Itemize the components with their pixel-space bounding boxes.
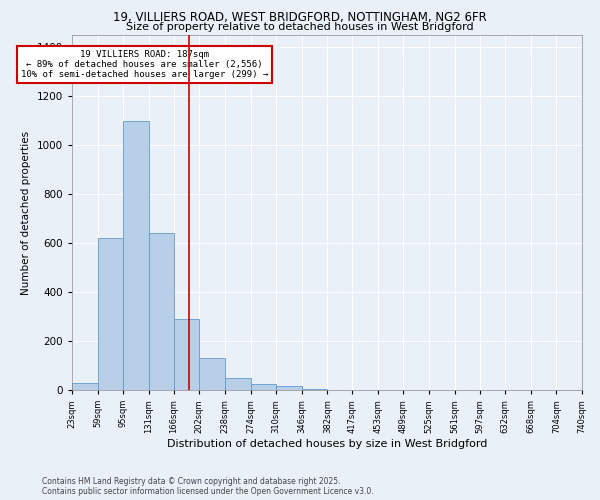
Bar [225, 378, 251, 390]
Bar [276, 386, 302, 390]
Bar [123, 120, 149, 390]
X-axis label: Distribution of detached houses by size in West Bridgford: Distribution of detached houses by size … [167, 438, 487, 448]
Bar [199, 358, 225, 390]
Text: Size of property relative to detached houses in West Bridgford: Size of property relative to detached ho… [126, 22, 474, 32]
Bar [251, 384, 276, 390]
Bar [98, 238, 123, 390]
Text: 19, VILLIERS ROAD, WEST BRIDGFORD, NOTTINGHAM, NG2 6FR: 19, VILLIERS ROAD, WEST BRIDGFORD, NOTTI… [113, 11, 487, 24]
Bar [149, 234, 174, 390]
Bar [302, 389, 328, 390]
Bar [174, 319, 199, 390]
Text: 19 VILLIERS ROAD: 187sqm
← 89% of detached houses are smaller (2,556)
10% of sem: 19 VILLIERS ROAD: 187sqm ← 89% of detach… [21, 50, 268, 80]
Y-axis label: Number of detached properties: Number of detached properties [21, 130, 31, 294]
Bar [72, 382, 98, 390]
Text: Contains HM Land Registry data © Crown copyright and database right 2025.
Contai: Contains HM Land Registry data © Crown c… [42, 476, 374, 496]
